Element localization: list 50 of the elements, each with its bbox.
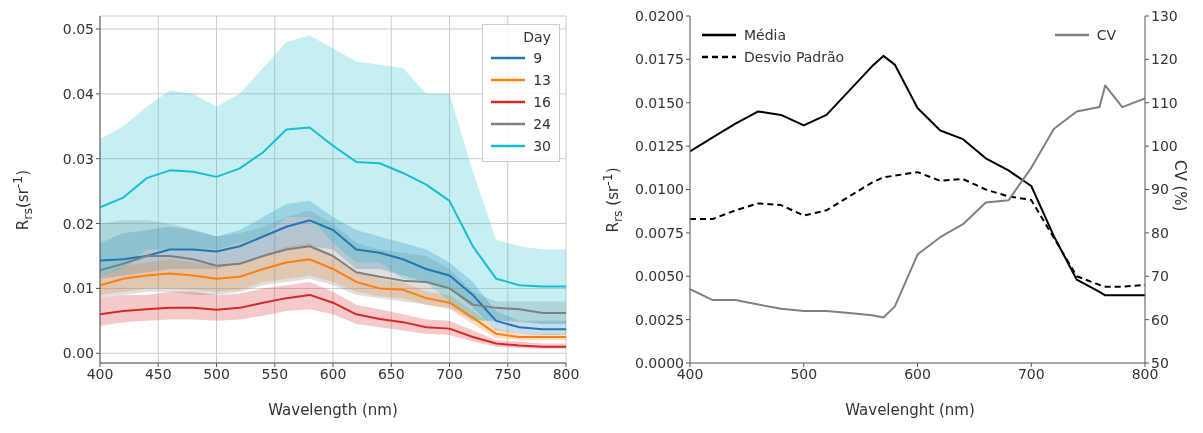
- y-tick-label: 0.00: [62, 345, 94, 362]
- y-tick-label: 0.03: [62, 150, 94, 167]
- legend-label: Média: [744, 27, 787, 43]
- line-series: [100, 293, 566, 348]
- y-tick-label: 0.0100: [635, 181, 684, 198]
- legend-label: 13: [533, 72, 551, 88]
- y-tick-label: 0.05: [62, 20, 94, 37]
- x-tick-label: 550: [261, 365, 289, 382]
- legend-label: CV: [1096, 27, 1116, 43]
- y2-axis-title: CV (%): [1171, 159, 1189, 211]
- y-tick-label: 0.04: [62, 85, 95, 102]
- legend-label: 16: [533, 94, 551, 110]
- x-tick-label: 650: [377, 365, 405, 382]
- legend-label: 9: [533, 50, 543, 66]
- x-tick-label: 600: [319, 365, 347, 382]
- x-tick-label: 400: [86, 365, 114, 382]
- y2-tick-label: 70: [1151, 268, 1169, 285]
- x-tick-label: 700: [436, 365, 463, 382]
- y-tick-label: 0.0125: [635, 138, 684, 155]
- y-tick-label: 0.0050: [635, 268, 684, 285]
- y-tick-label: 0.0075: [635, 224, 684, 241]
- y2-tick-label: 130: [1151, 7, 1178, 24]
- line-series: [100, 258, 566, 339]
- legend-title: Day: [522, 29, 551, 45]
- y-tick-label: 0.0150: [635, 94, 684, 111]
- x-tick-label: 800: [552, 365, 580, 382]
- x-axis-title: Wavelength (nm): [267, 401, 399, 419]
- line-series: [100, 245, 566, 315]
- x-tick-label: 450: [144, 365, 172, 382]
- x-tick-label: 500: [203, 365, 230, 382]
- y2-tick-label: 90: [1151, 181, 1169, 198]
- x-tick-label: 500: [790, 365, 818, 382]
- x-tick-label: 750: [494, 365, 522, 382]
- y2-tick-label: 100: [1151, 138, 1178, 155]
- y2-tick-label: 110: [1151, 94, 1178, 111]
- y-tick-label: 0.0200: [635, 7, 684, 24]
- y2-tick-label: 120: [1151, 51, 1178, 68]
- y-tick-label: 0.02: [62, 215, 94, 232]
- y-tick-label: 0.01: [62, 280, 94, 297]
- legend-label: 30: [533, 138, 551, 154]
- y2-tick-label: 80: [1151, 224, 1169, 241]
- x-axis-title: Wavelenght (nm): [844, 401, 976, 419]
- legend-label: Desvio Padrão: [744, 49, 845, 65]
- line-series: [690, 84, 1145, 319]
- x-tick-label: 600: [904, 365, 931, 382]
- y-tick-label: 0.0025: [635, 311, 684, 328]
- legend-label: 24: [533, 116, 551, 132]
- x-tick-label: 700: [1017, 365, 1045, 382]
- y2-tick-label: 60: [1151, 311, 1169, 328]
- y-tick-label: 0.0175: [635, 51, 684, 68]
